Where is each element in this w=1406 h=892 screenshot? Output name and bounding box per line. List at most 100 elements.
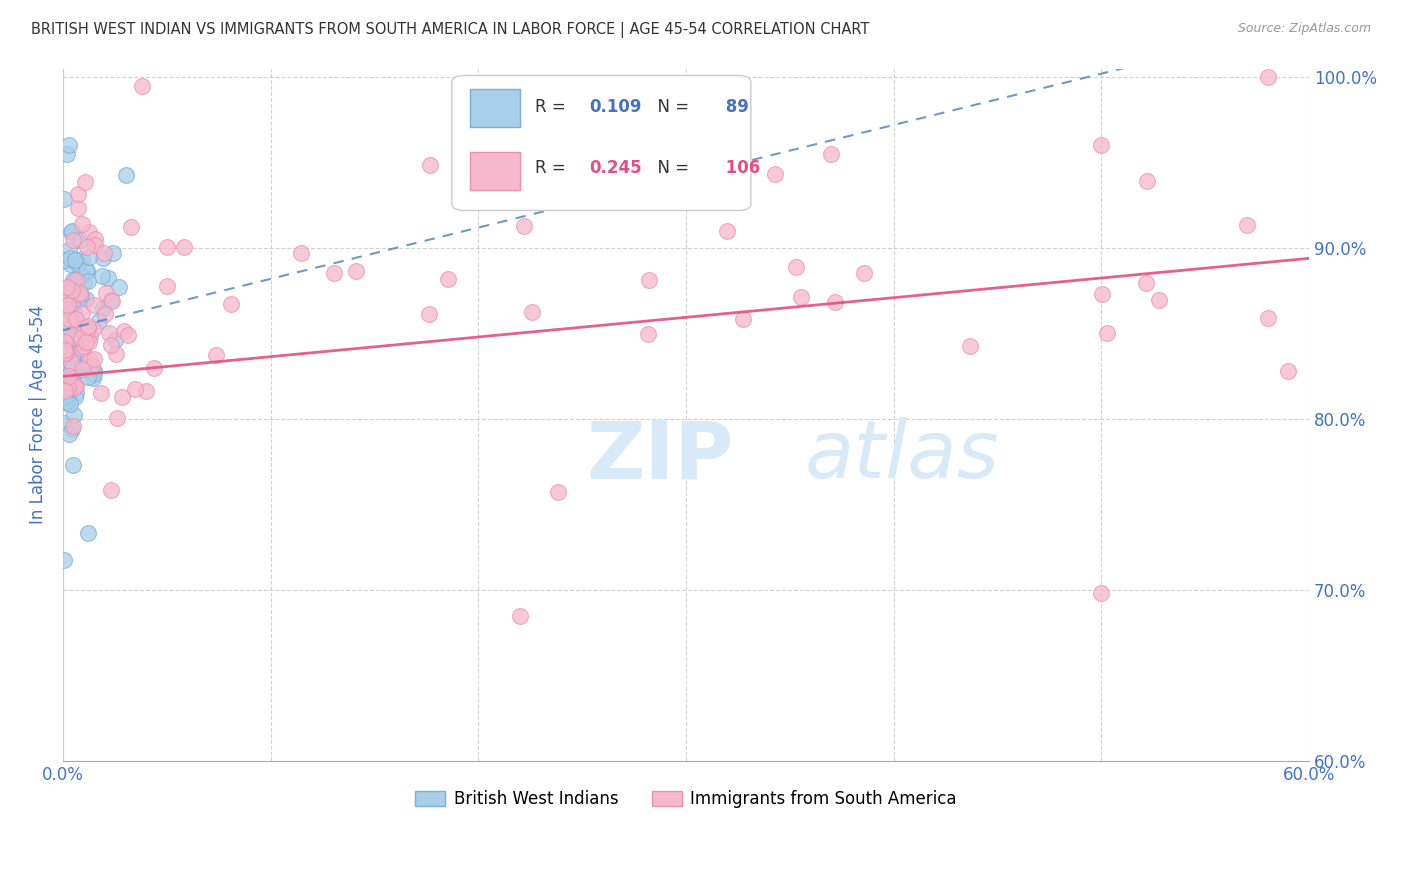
Text: R =: R = — [536, 159, 571, 177]
Text: R =: R = — [536, 97, 571, 116]
Point — [53, 553, 76, 567]
Point — [53, 301, 76, 315]
Point — [73, 339, 96, 353]
Point — [790, 290, 813, 304]
Point — [959, 339, 981, 353]
Point — [73, 275, 96, 289]
Point — [58, 387, 80, 401]
Point — [733, 311, 755, 326]
Point — [62, 409, 84, 423]
Point — [70, 330, 93, 344]
Point — [62, 315, 84, 329]
Point — [62, 305, 84, 319]
Point — [60, 283, 83, 297]
Point — [67, 286, 90, 301]
Point — [156, 278, 179, 293]
Point — [75, 292, 97, 306]
Point — [59, 225, 82, 239]
Point — [75, 335, 97, 350]
Point — [115, 168, 138, 182]
Point — [77, 226, 100, 240]
Point — [70, 217, 93, 231]
Point — [520, 305, 543, 319]
Point — [112, 324, 135, 338]
Point — [91, 251, 114, 265]
Point — [70, 306, 93, 320]
Point — [53, 343, 76, 357]
Point — [65, 312, 87, 326]
Point — [100, 338, 122, 352]
Point — [70, 252, 93, 267]
Point — [77, 319, 100, 334]
Point — [56, 315, 79, 329]
Point — [58, 252, 80, 266]
Point — [58, 364, 80, 378]
Point — [62, 418, 84, 433]
Point — [219, 297, 242, 311]
Point — [716, 224, 738, 238]
Point — [75, 326, 97, 341]
Point — [79, 328, 101, 343]
Point — [104, 333, 127, 347]
Point — [72, 324, 94, 338]
Point — [65, 252, 87, 267]
Point — [58, 290, 80, 304]
Point — [59, 355, 82, 369]
Point — [56, 379, 79, 393]
Point — [173, 240, 195, 254]
Point — [60, 312, 83, 326]
Point — [76, 240, 98, 254]
Point — [852, 266, 875, 280]
Point — [53, 380, 76, 394]
Point — [63, 325, 86, 339]
Point — [638, 273, 661, 287]
Point — [637, 326, 659, 341]
Point — [100, 293, 122, 307]
Point — [509, 608, 531, 623]
Point — [69, 233, 91, 247]
Point — [142, 361, 165, 376]
Point — [1277, 364, 1299, 378]
Point — [65, 335, 87, 350]
Point — [55, 286, 77, 301]
Point — [55, 330, 77, 344]
Text: N =: N = — [647, 97, 695, 116]
Point — [94, 307, 117, 321]
Point — [65, 334, 87, 348]
Text: BRITISH WEST INDIAN VS IMMIGRANTS FROM SOUTH AMERICA IN LABOR FORCE | AGE 45-54 : BRITISH WEST INDIAN VS IMMIGRANTS FROM S… — [31, 22, 869, 38]
Point — [56, 297, 79, 311]
Point — [418, 307, 440, 321]
Point — [67, 201, 90, 215]
Point — [76, 322, 98, 336]
Point — [76, 263, 98, 277]
Point — [59, 373, 82, 387]
Legend: British West Indians, Immigrants from South America: British West Indians, Immigrants from So… — [409, 784, 963, 815]
Point — [76, 370, 98, 384]
Point — [79, 250, 101, 264]
Point — [58, 369, 80, 384]
Point — [89, 314, 111, 328]
Point — [83, 367, 105, 381]
FancyBboxPatch shape — [471, 89, 520, 128]
Point — [131, 78, 153, 93]
Point — [58, 306, 80, 320]
Point — [69, 285, 91, 300]
Point — [55, 363, 77, 377]
Point — [73, 319, 96, 334]
Point — [80, 359, 103, 373]
Point — [56, 396, 79, 410]
Point — [323, 266, 346, 280]
Point — [62, 233, 84, 247]
Point — [53, 282, 76, 296]
Point — [60, 328, 83, 343]
Point — [1095, 326, 1118, 340]
Point — [69, 268, 91, 282]
Point — [156, 240, 179, 254]
Point — [135, 384, 157, 398]
Point — [77, 273, 100, 287]
Point — [90, 385, 112, 400]
Point — [55, 346, 77, 360]
Point — [58, 302, 80, 317]
Point — [101, 246, 124, 260]
Point — [437, 272, 460, 286]
